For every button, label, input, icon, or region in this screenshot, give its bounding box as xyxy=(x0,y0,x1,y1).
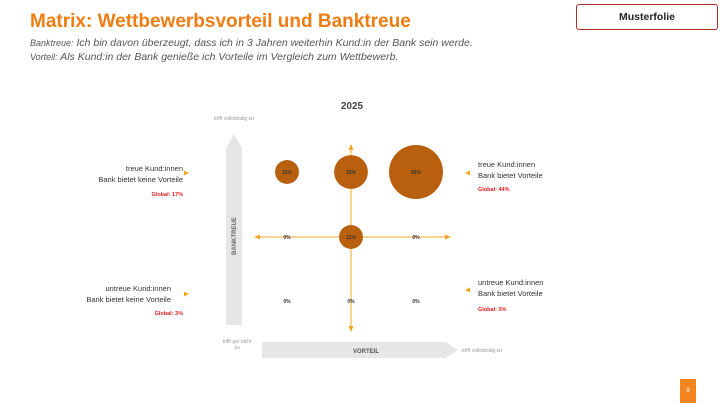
musterfolie-badge: Musterfolie xyxy=(576,4,718,30)
subtitle-key: Banktreue: xyxy=(30,38,74,48)
global-bottom-right: Global: 0% xyxy=(478,307,507,313)
x-axis-bar xyxy=(262,342,458,358)
quadrant-line2: Bank bietet keine Vorteile xyxy=(98,175,183,184)
pointer-bottom-left-icon xyxy=(184,291,189,297)
bubble-value-label: 0% xyxy=(347,299,355,305)
global-bottom-left: Global: 3% xyxy=(154,311,183,317)
arrow-left-icon xyxy=(254,234,260,240)
pointer-bottom-right-icon xyxy=(465,287,470,293)
subtitle-text: Als Kund:in der Bank genieße ich Vorteil… xyxy=(60,51,399,63)
bubble-value-label: 0% xyxy=(283,235,291,241)
bubble-point xyxy=(334,155,368,189)
bubble-value-label: 0% xyxy=(412,299,420,305)
pointer-top-right-icon xyxy=(465,170,470,176)
bubble-value-label: 22% xyxy=(346,170,357,176)
bubble-value-label: 0% xyxy=(283,299,291,305)
y-axis-top-label: trifft vollständig zu xyxy=(214,116,254,122)
y-axis-bar xyxy=(226,134,242,325)
subtitle-key: Vorteil: xyxy=(30,52,58,62)
page-title: Matrix: Wettbewerbsvorteil und Banktreue xyxy=(30,11,411,32)
x-axis-right-label: trifft vollständig zu xyxy=(462,348,502,354)
quadrant-line1: treue Kund:innen xyxy=(478,160,536,169)
quadrant-top-left: treue Kund:innen Bank bietet keine Vorte… xyxy=(98,163,183,185)
page-number: 9 xyxy=(680,379,696,403)
y-axis-bottom-label: trifft gar nicht zu xyxy=(222,339,252,351)
arrow-up-icon xyxy=(348,144,354,150)
subtitle-text: Ich bin davon überzeugt, dass ich in 3 J… xyxy=(76,37,473,49)
quadrant-line2: Bank bietet Vorteile xyxy=(478,289,543,298)
quadrant-bottom-left: untreue Kund:innen Bank bietet keine Vor… xyxy=(86,283,171,305)
x-axis-label: VORTEIL xyxy=(353,349,379,355)
quadrant-line2: Bank bietet Vorteile xyxy=(478,171,543,180)
global-top-right: Global: 44% xyxy=(478,187,510,193)
chart-title: 2025 xyxy=(340,101,364,112)
pointer-top-left-icon xyxy=(184,170,189,176)
bubble-value-label: 11% xyxy=(346,235,356,241)
quadrant-line2: Bank bietet keine Vorteile xyxy=(86,295,171,304)
y-axis-label: BANKTREUE xyxy=(232,217,238,255)
bubble-value-label: 56% xyxy=(411,170,422,176)
bubble-layer: 11% 22% 56% 0% 11% 0% 0% 0% 0% xyxy=(275,145,443,305)
quadrant-line1: untreue Kund:innen xyxy=(478,278,544,287)
quadrant-top-right: treue Kund:innen Bank bietet Vorteile xyxy=(478,159,543,181)
bubble-value-label: 0% xyxy=(412,235,420,241)
bubble-value-label: 11% xyxy=(282,170,292,176)
bubble-point xyxy=(339,225,363,249)
subtitle-banktreue: Banktreue: Ich bin davon überzeugt, dass… xyxy=(30,37,473,49)
subtitle-vorteil: Vorteil: Als Kund:in der Bank genieße ic… xyxy=(30,51,398,63)
quadrant-line1: untreue Kund:innen xyxy=(105,284,171,293)
arrow-down-icon xyxy=(348,326,354,332)
quadrant-bottom-right: untreue Kund:innen Bank bietet Vorteile xyxy=(478,277,543,299)
bubble-point xyxy=(275,160,299,184)
arrow-right-icon xyxy=(445,234,451,240)
global-top-left: Global: 17% xyxy=(151,192,183,198)
quadrant-line1: treue Kund:innen xyxy=(125,164,183,173)
bubble-point xyxy=(389,145,443,199)
